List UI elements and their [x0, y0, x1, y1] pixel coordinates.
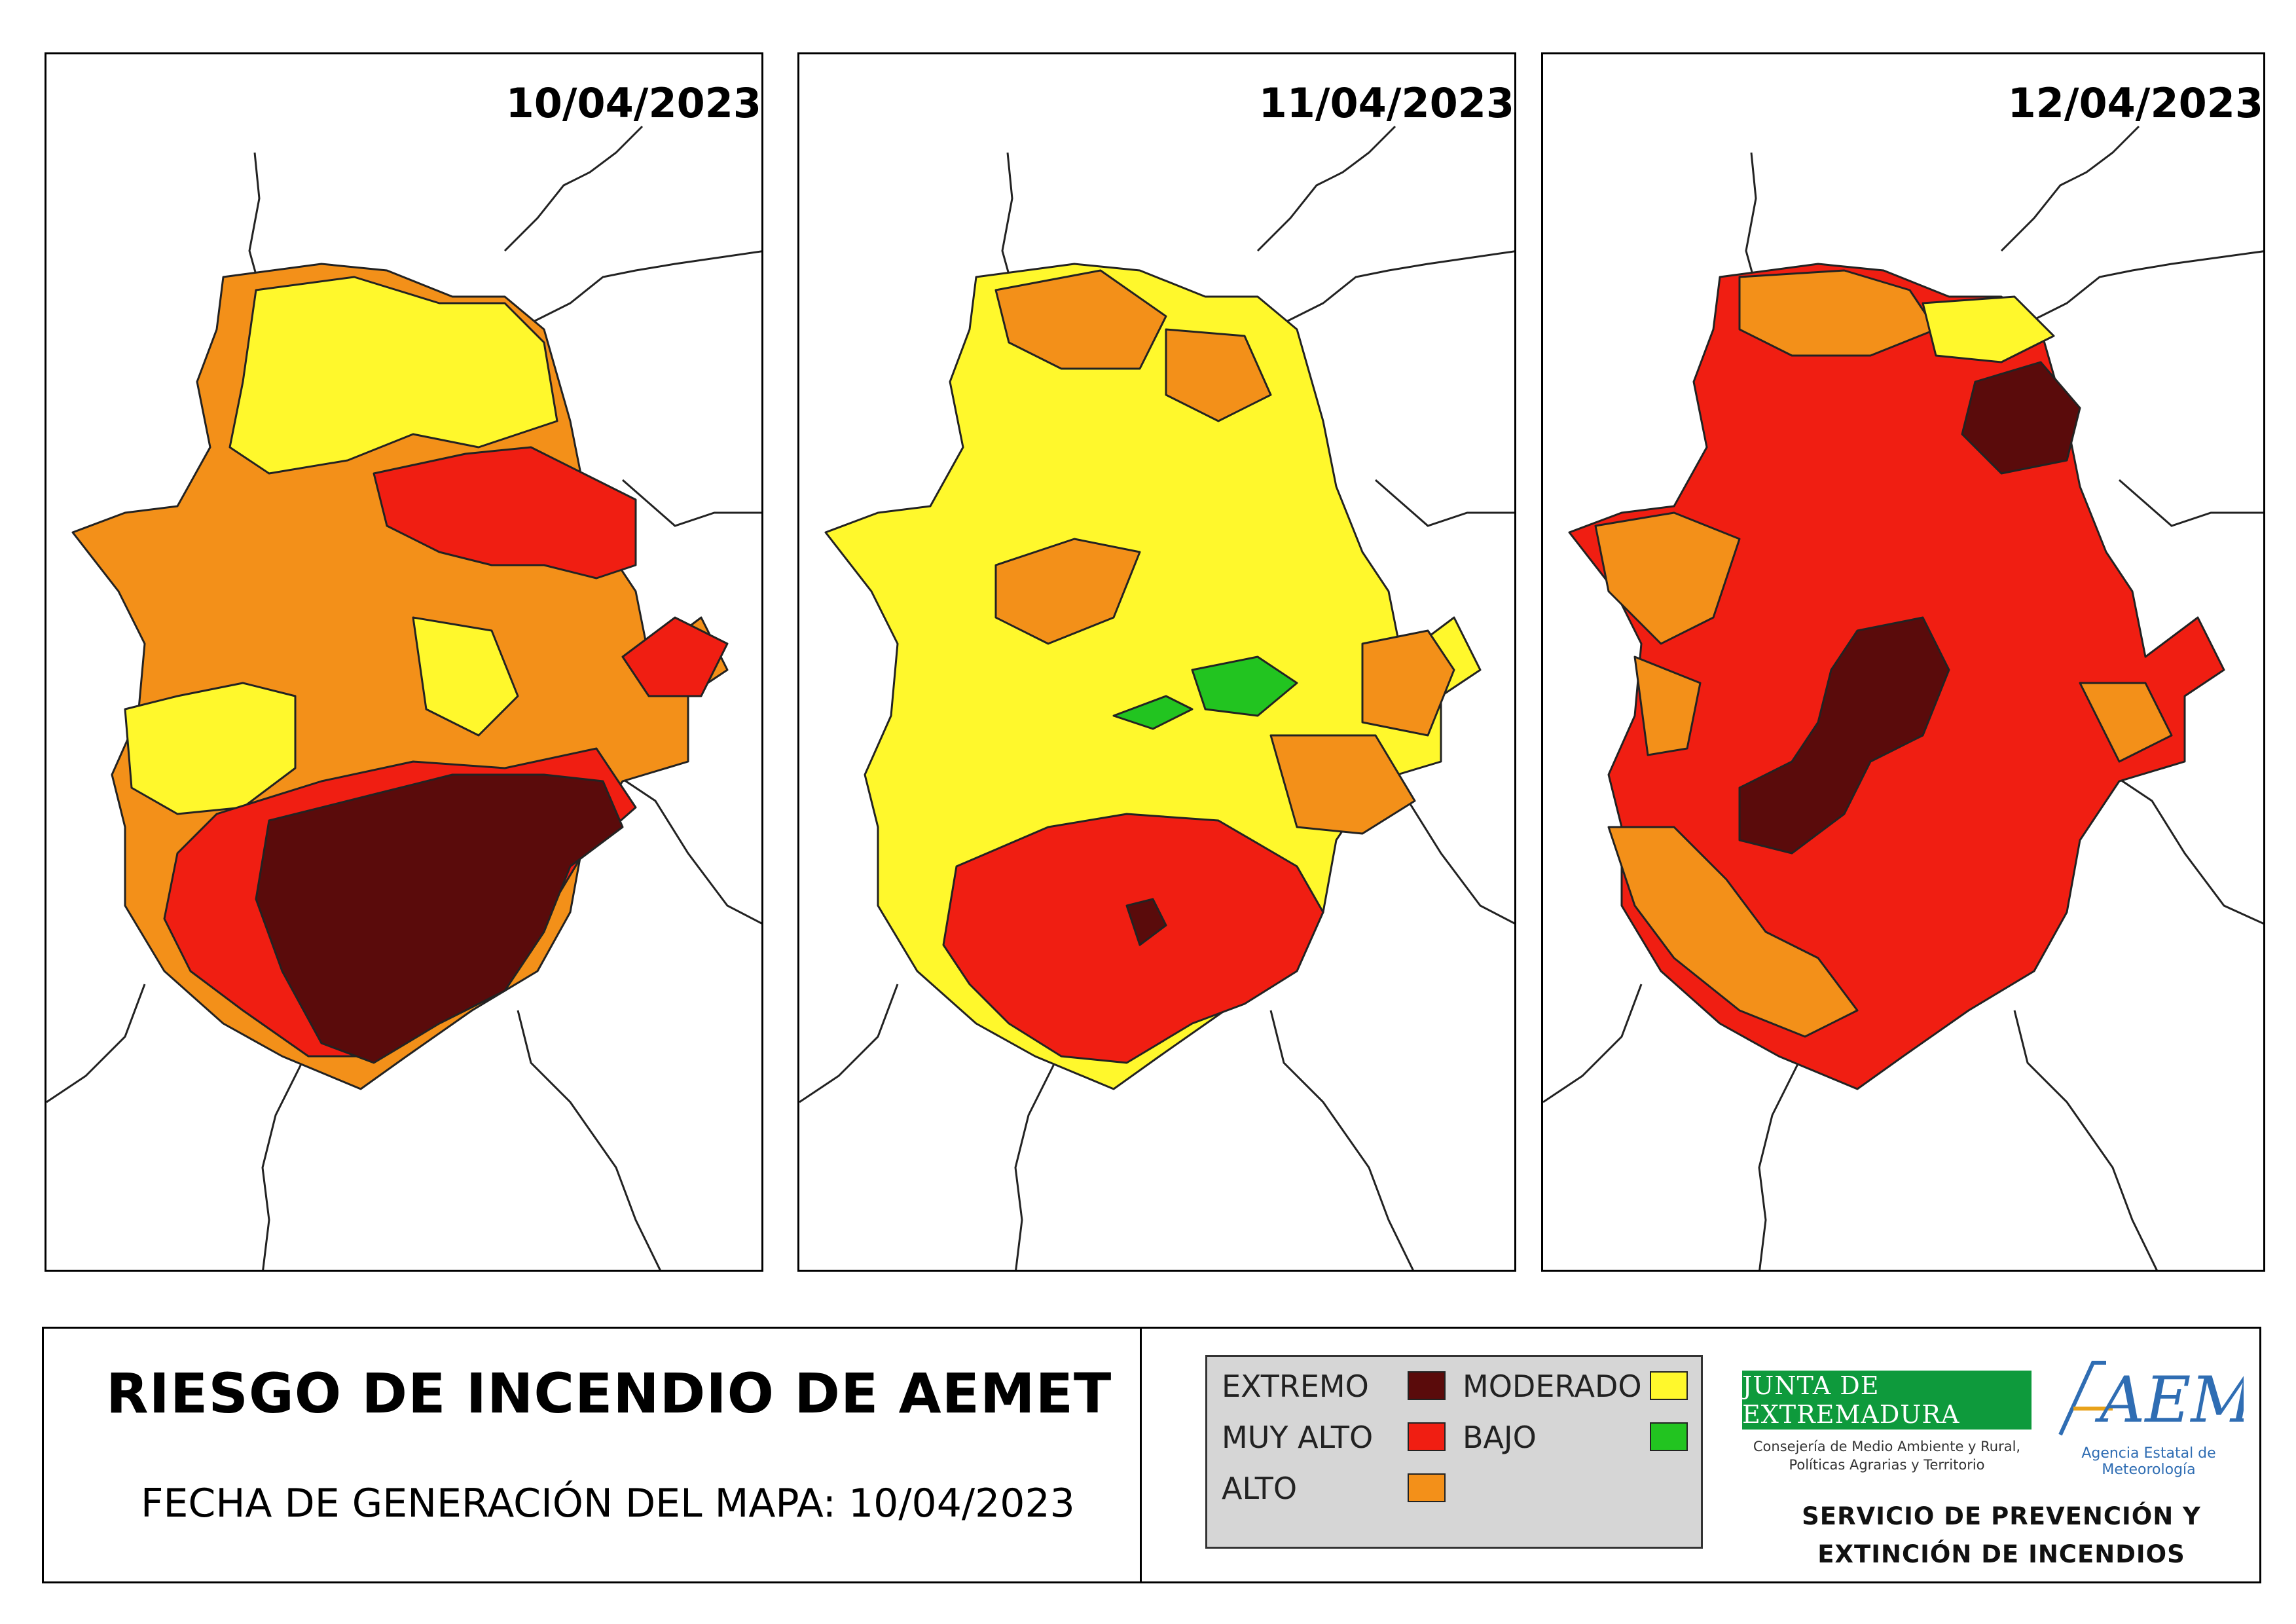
service-line-1: SERVICIO DE PREVENCIÓN Y — [1802, 1502, 2201, 1530]
junta-subtitle-line-2: Políticas Agrarias y Territorio — [1789, 1457, 1985, 1473]
legend: EXTREMO MUY ALTO ALTO MODERADO BAJO — [1205, 1355, 1703, 1549]
aemet-subtitle: Agencia Estatal de Meteorología — [2081, 1445, 2216, 1478]
legend-swatch-alto — [1408, 1473, 1446, 1502]
generation-date: FECHA DE GENERACIÓN DEL MAPA: 10/04/2023 — [141, 1481, 1075, 1526]
legend-label-bajo: BAJO — [1463, 1420, 1537, 1455]
legend-label-muy-alto: MUY ALTO — [1222, 1420, 1374, 1455]
map-panel-day-2: 11/04/2023 — [797, 52, 1516, 1272]
service-line-2: EXTINCIÓN DE INCENDIOS — [1817, 1540, 2185, 1568]
region-map-day-2 — [799, 125, 1514, 1270]
junta-subtitle: Consejería de Medio Ambiente y Rural, Po… — [1742, 1437, 2032, 1474]
legend-swatch-moderado — [1650, 1371, 1688, 1400]
legend-swatch-muy-alto — [1408, 1422, 1446, 1451]
junta-subtitle-line-1: Consejería de Medio Ambiente y Rural, — [1753, 1439, 2021, 1454]
service-name: SERVICIO DE PREVENCIÓN Y EXTINCIÓN DE IN… — [1746, 1498, 2257, 1574]
footer-divider — [1140, 1329, 1142, 1581]
panel-date: 11/04/2023 — [1258, 79, 1514, 127]
footer-box: RIESGO DE INCENDIO DE AEMET FECHA DE GEN… — [42, 1327, 2261, 1583]
legend-label-extremo: EXTREMO — [1222, 1369, 1369, 1404]
junta-extremadura-logo: JUNTA DE EXTREMADURA — [1742, 1371, 2032, 1430]
legend-swatch-extremo — [1408, 1371, 1446, 1400]
legend-swatch-bajo — [1650, 1422, 1688, 1451]
legend-label-moderado: MODERADO — [1463, 1369, 1642, 1404]
map-title: RIESGO DE INCENDIO DE AEMET — [106, 1361, 1112, 1426]
map-panel-day-1: 10/04/2023 — [45, 52, 763, 1272]
aemet-logo-text: AEMet — [2094, 1363, 2244, 1437]
panel-date: 10/04/2023 — [505, 79, 761, 127]
region-map-day-3 — [1543, 125, 2263, 1270]
map-panel-day-3: 12/04/2023 — [1541, 52, 2265, 1272]
legend-label-alto: ALTO — [1222, 1471, 1298, 1506]
aemet-logo: AEMet — [2058, 1361, 2244, 1437]
region-map-day-1 — [46, 125, 761, 1270]
panel-date: 12/04/2023 — [2007, 79, 2263, 127]
